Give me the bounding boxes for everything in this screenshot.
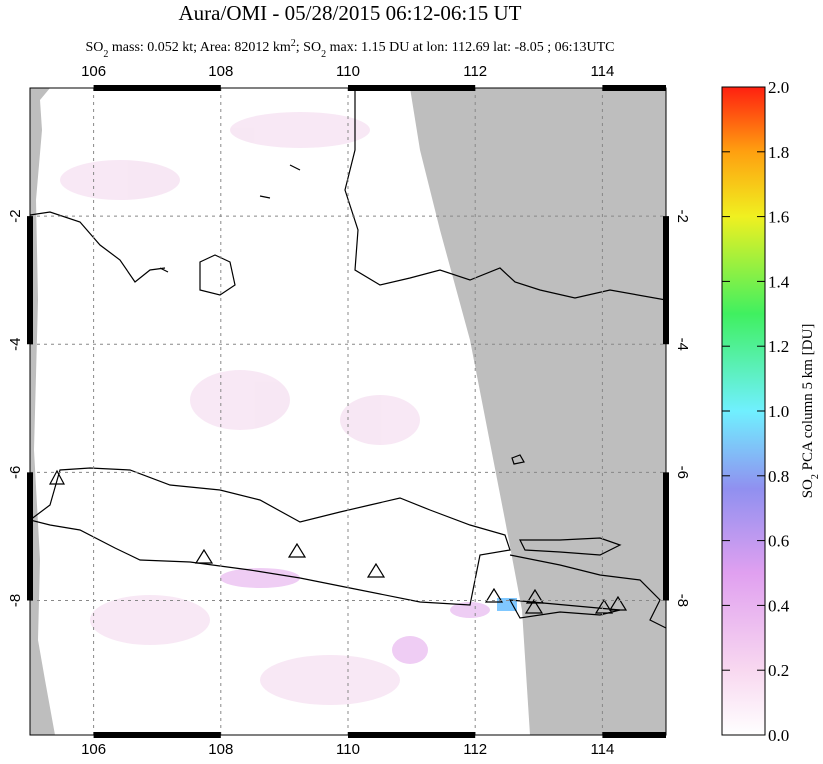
x-tick-label: 114 [590, 63, 614, 80]
x-tick-label: 106 [81, 63, 106, 80]
y-tick-label: -2 [674, 209, 691, 222]
text-part: 2 [321, 49, 326, 60]
text-part: max: 1.15 DU at lon: 112.69 lat: -8.05 ;… [326, 40, 614, 55]
frame-bar [602, 732, 666, 738]
y-tick-label: -6 [7, 466, 24, 479]
frame-bar [93, 85, 221, 91]
coastline [344, 88, 666, 301]
colorbar-tick-label: 0.4 [768, 596, 790, 615]
coastline [159, 164, 525, 465]
so2-pixels-strong [220, 568, 490, 664]
frame-bar [93, 732, 221, 738]
text-part: SO [86, 40, 104, 55]
coastline [199, 254, 236, 296]
grid [30, 88, 666, 735]
coastline [30, 211, 166, 283]
frame-bar [602, 85, 666, 91]
colorbar-tick-label: 0.6 [768, 532, 789, 551]
x-tick-label: 114 [590, 741, 614, 758]
text-part: 2 [810, 474, 821, 479]
text-part: SO [800, 479, 816, 498]
y-tick-label: -8 [674, 594, 691, 607]
coastline [519, 537, 622, 556]
x-tick-label: 108 [208, 741, 233, 758]
text-part: mass: 0.052 kt; Area: 82012 km [108, 40, 290, 55]
x-tick-label: 108 [208, 63, 233, 80]
x-tick-label: 112 [463, 741, 487, 758]
text-part: 2 [103, 49, 108, 60]
frame-bar [27, 216, 33, 345]
colorbar-label: SO2 PCA column 5 km [DU] [800, 324, 821, 499]
so2-pixels [60, 112, 420, 705]
title: Aura/OMI - 05/28/2015 06:12-06:15 UT [179, 1, 522, 25]
no-data-region [30, 88, 55, 735]
y-tick-label: -8 [7, 594, 24, 607]
text-part: ; SO [296, 40, 321, 55]
x-tick-label: 110 [336, 63, 360, 80]
text-part: 2 [291, 38, 296, 49]
text-part: PCA column 5 km [DU] [800, 324, 816, 474]
colorbar-tick-label: 1.0 [768, 402, 789, 421]
colorbar-tick-label: 1.4 [768, 272, 790, 291]
colorbar-tick-label: 1.2 [768, 337, 789, 356]
frame-bar [27, 472, 33, 601]
colorbar-tick-label: 1.8 [768, 143, 789, 162]
frame-bar [663, 216, 669, 345]
y-tick-label: -4 [674, 338, 691, 351]
frame-bar [348, 85, 476, 91]
subtitle: SO2 mass: 0.052 kt; Area: 82012 km2; SO2… [86, 38, 615, 60]
frame-bar [348, 732, 476, 738]
colorbar-tick-label: 2.0 [768, 78, 789, 97]
y-tick-label: -2 [7, 209, 24, 222]
map-area [30, 88, 666, 735]
x-tick-label: 112 [463, 63, 487, 80]
x-tick-label: 106 [81, 741, 106, 758]
colorbar-tick-label: 0.0 [768, 726, 789, 745]
colorbar-tick-label: 0.2 [768, 661, 789, 680]
frame-bar [663, 472, 669, 601]
colorbar-tick-label: 0.8 [768, 467, 789, 486]
y-tick-label: -4 [7, 338, 24, 351]
x-tick-label: 110 [336, 741, 360, 758]
coastline [30, 467, 511, 606]
volcanoes [48, 469, 628, 614]
y-tick-label: -6 [674, 466, 691, 479]
colorbar-tick-label: 1.6 [768, 208, 789, 227]
